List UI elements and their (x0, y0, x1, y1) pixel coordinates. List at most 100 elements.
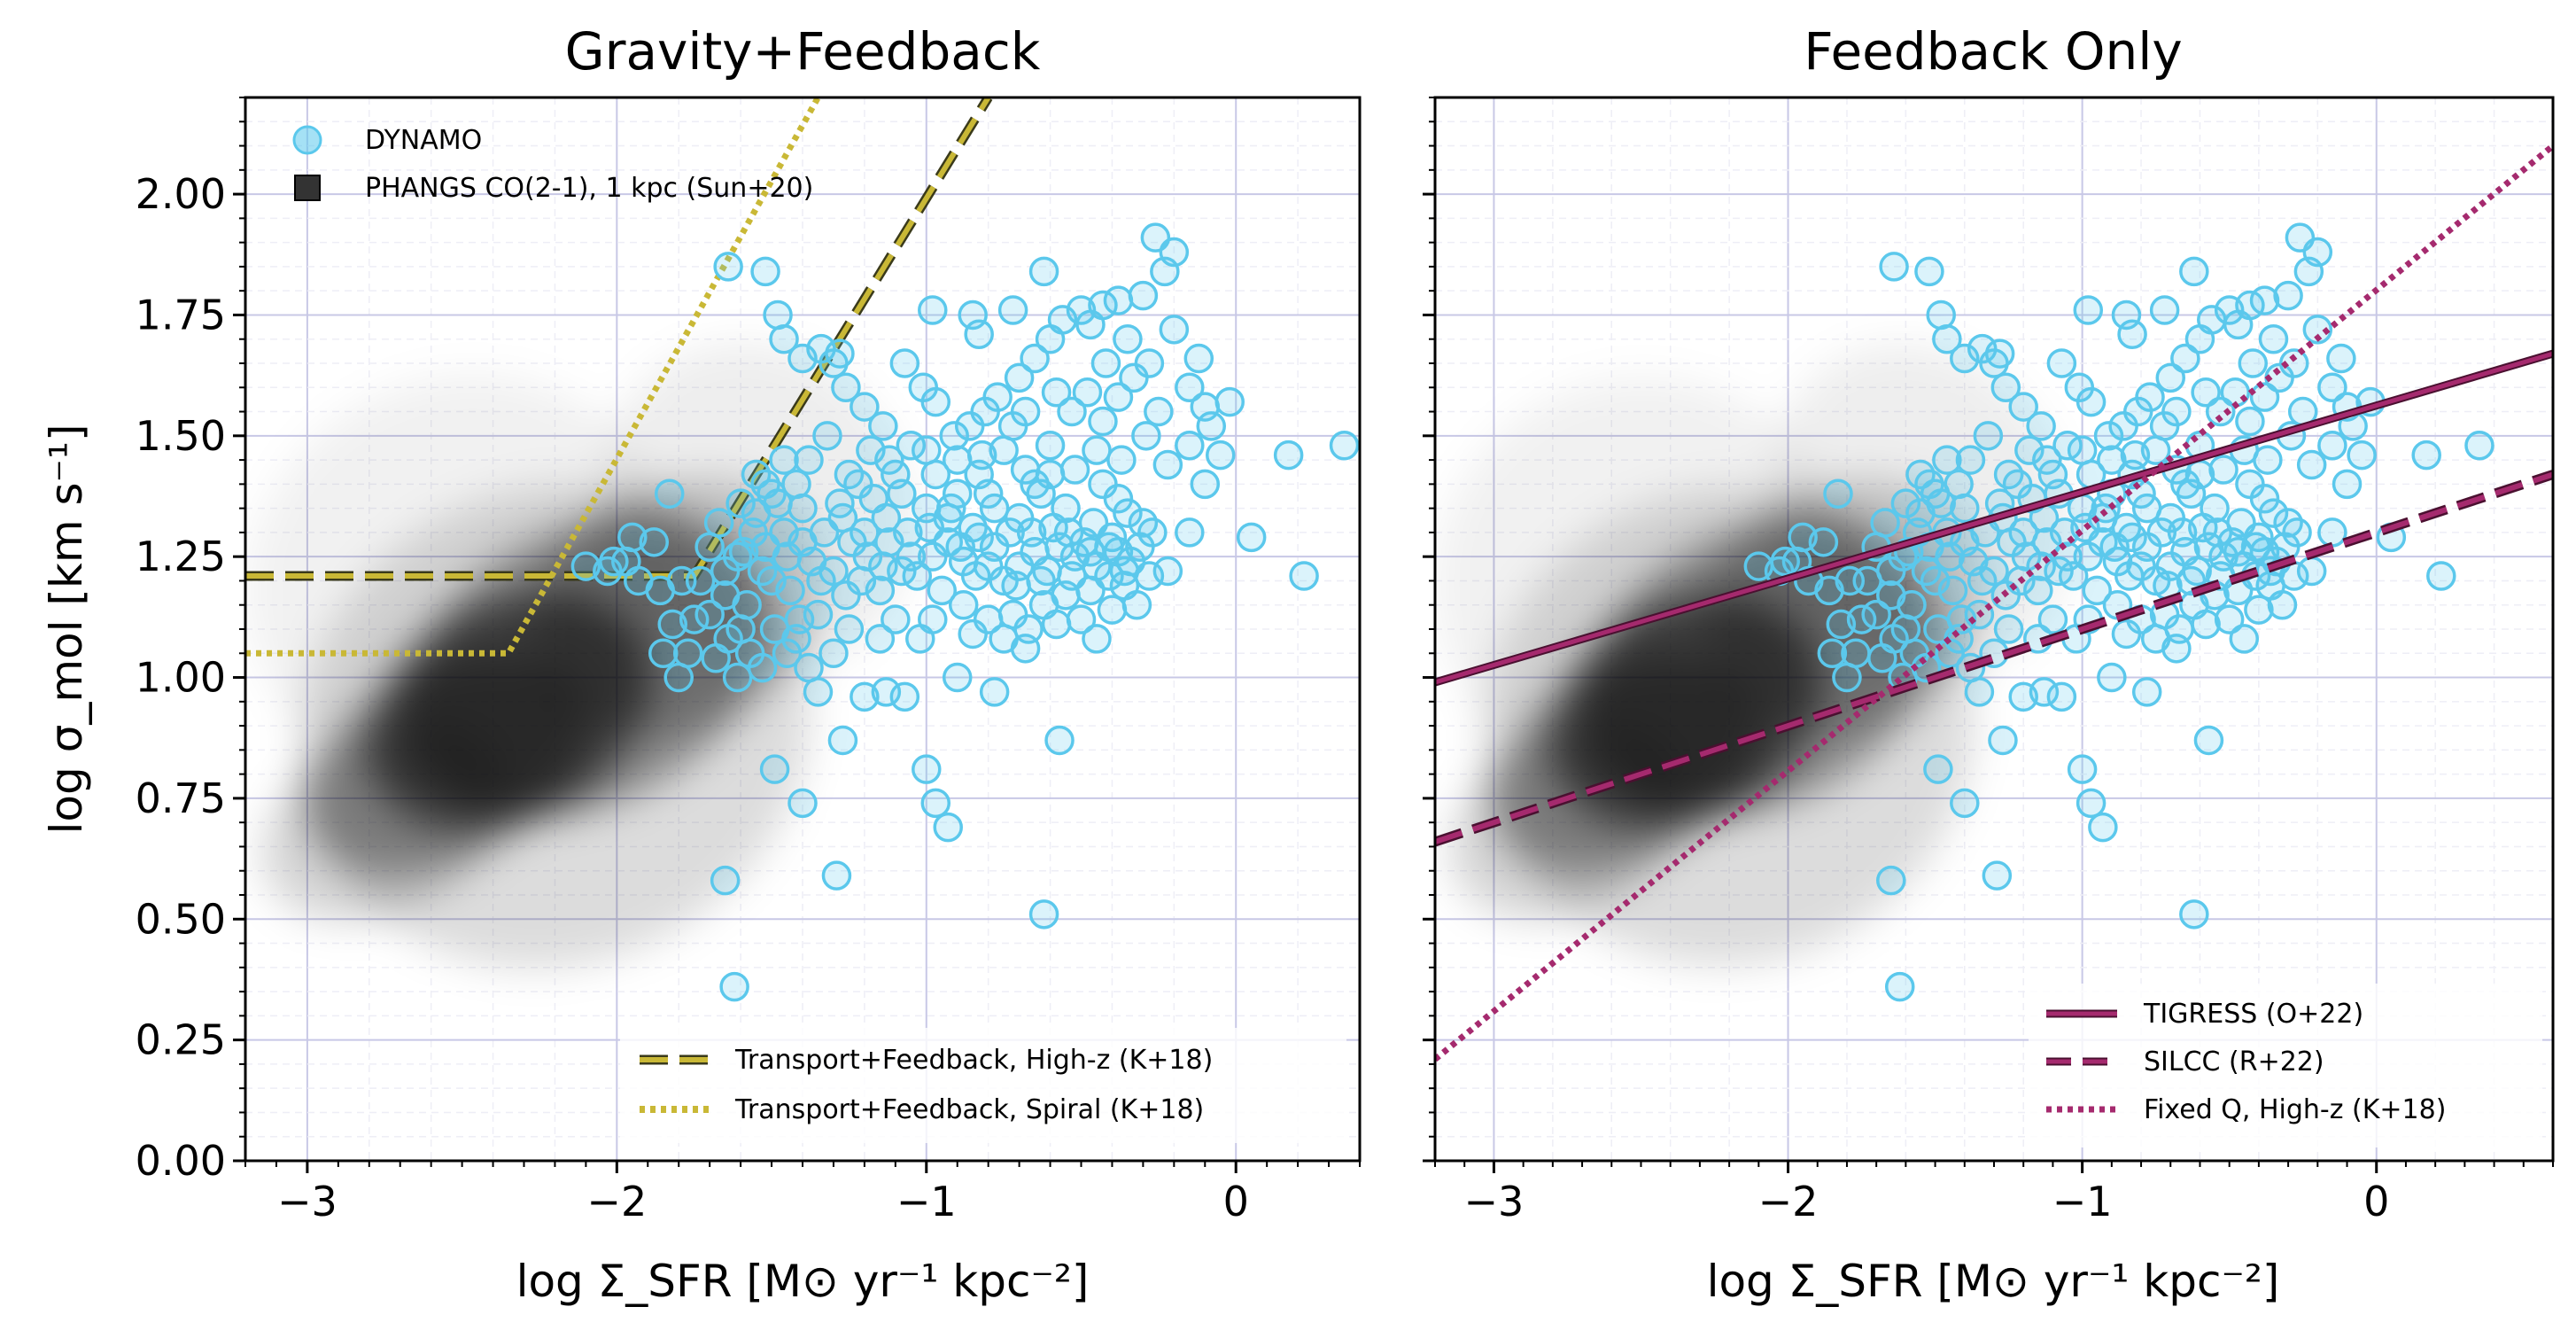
y-axis-label: log σ_mol [km s⁻¹] (41, 424, 92, 835)
dynamo-point (2258, 323, 2289, 354)
dynamo-point (2332, 469, 2363, 500)
dynamo-point (663, 662, 694, 693)
dynamo-point (1075, 309, 1106, 340)
dynamo-point (734, 638, 765, 669)
dynamo-point (1905, 459, 1936, 490)
dynamo-point (772, 541, 803, 572)
dynamo-point (1835, 565, 1866, 596)
dynamo-point (1329, 430, 1360, 461)
dynamo-point (1826, 609, 1857, 640)
dynamo-point (1914, 256, 1944, 287)
dynamo-point (2205, 396, 2236, 427)
dynamo-point (1950, 343, 1980, 374)
dynamo-point (958, 618, 988, 650)
legend-dynamo-marker (292, 125, 322, 155)
dynamo-point (2026, 411, 2056, 441)
dynamo-point (1028, 256, 1059, 287)
y-tick-label: 2.00 (136, 170, 226, 218)
dynamo-point (1289, 561, 1319, 591)
y-tick-label: 1.25 (136, 533, 226, 580)
dynamo-point (2131, 677, 2162, 707)
dynamo-point (874, 527, 904, 557)
dynamo-point (1964, 677, 1995, 707)
dynamo-point (2046, 348, 2077, 378)
dynamo-point (1109, 556, 1140, 587)
dynamo-point (2317, 517, 2347, 548)
legend-spiral-label: Transport+Feedback, Spiral (K+18) (734, 1094, 1204, 1125)
dynamo-point (997, 411, 1028, 441)
dynamo-point (750, 256, 780, 287)
y-tick-label: 1.75 (136, 291, 226, 338)
dynamo-point (2278, 348, 2309, 378)
dynamo-point (2238, 348, 2269, 378)
dynamo-point (1950, 493, 1980, 524)
dynamo-point (1103, 382, 1134, 412)
dynamo-point (722, 662, 753, 693)
dynamo-point (935, 493, 966, 524)
dynamo-point (2149, 295, 2180, 325)
dynamo-point (1959, 546, 1989, 577)
dynamo-point (2117, 522, 2147, 553)
dynamo-point (1950, 788, 1980, 819)
dynamo-point (2149, 411, 2180, 441)
dynamo-point (570, 551, 601, 581)
dynamo-point (2073, 295, 2104, 325)
dynamo-point (794, 445, 824, 475)
x-tick-label: −2 (586, 1178, 647, 1225)
dynamo-point (738, 517, 768, 548)
dynamo-point (2317, 372, 2347, 403)
legend-highz-label: Transport+Feedback, High-z (K+18) (734, 1045, 1213, 1076)
dynamo-point (794, 652, 824, 683)
dynamo-point (2032, 445, 2062, 475)
dynamo-point (1131, 421, 1161, 451)
dynamo-point (1870, 508, 1900, 538)
dynamo-point (1041, 609, 1072, 640)
dynamo-point (788, 493, 818, 524)
dynamo-point (757, 565, 787, 596)
dynamo-points-left (570, 222, 1360, 1002)
dynamo-point (1072, 377, 1103, 408)
dynamo-point (759, 754, 790, 784)
dynamo-point (672, 638, 703, 669)
dynamo-point (1066, 604, 1097, 634)
dynamo-point (788, 343, 818, 374)
dynamo-point (725, 488, 756, 518)
dynamo-point (2267, 589, 2298, 620)
dynamo-point (2214, 295, 2245, 325)
dynamo-point (2088, 812, 2118, 843)
dynamo-point (850, 392, 880, 422)
dynamo-point (827, 725, 858, 756)
dynamo-point (865, 624, 896, 654)
dynamo-point (763, 299, 793, 331)
y-tick-label: 1.50 (136, 412, 226, 460)
dynamo-point (759, 614, 790, 644)
dynamo-point (812, 421, 842, 451)
dynamo-point (973, 478, 1004, 510)
dynamo-point (939, 421, 969, 451)
dynamo-point (593, 556, 623, 587)
dynamo-point (837, 527, 867, 557)
dynamo-point (1988, 725, 2018, 756)
dynamo-point (694, 532, 725, 563)
dynamo-point (713, 624, 743, 654)
dynamo-point (2191, 609, 2221, 640)
dynamo-point (850, 681, 880, 712)
dynamo-point (1935, 541, 1965, 572)
dynamo-point (2120, 440, 2151, 471)
dynamo-point (834, 614, 865, 644)
dynamo-point (803, 677, 834, 707)
dynamo-point (1214, 386, 1245, 417)
dynamo-point (821, 860, 852, 891)
dynamo-point (2023, 575, 2053, 606)
model-line-0 (1435, 351, 2553, 685)
y-tick-label: 0.00 (136, 1137, 226, 1185)
phangs-density (1435, 344, 2071, 965)
dynamo-point (2014, 435, 2045, 465)
dynamo-point (1144, 396, 1174, 427)
dynamo-point (1053, 517, 1084, 548)
dynamo-point (2064, 372, 2095, 403)
phangs-cloud-right (1435, 344, 2071, 965)
x-tick-label: 0 (1223, 1178, 1249, 1225)
x-tick-label: 0 (2363, 1178, 2389, 1225)
